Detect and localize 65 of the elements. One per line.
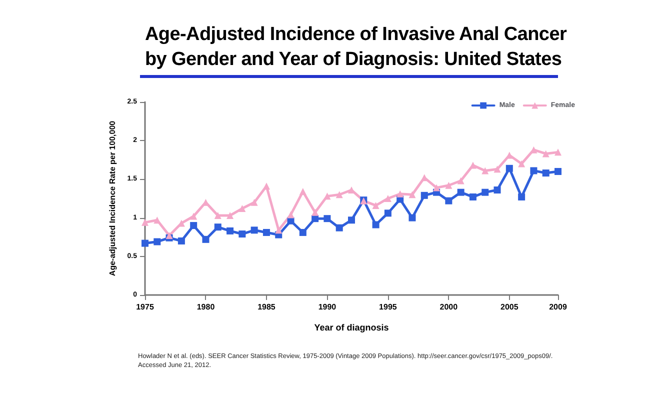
x-tick-label: 1975 (136, 302, 154, 312)
point (299, 228, 306, 236)
point (250, 198, 258, 206)
point (554, 148, 562, 156)
point (142, 240, 148, 247)
point (372, 221, 380, 228)
point (372, 202, 380, 209)
point (226, 212, 234, 219)
point (262, 228, 270, 236)
point (445, 182, 452, 189)
point (408, 191, 416, 198)
x-tick-label: 1990 (318, 302, 337, 312)
point (506, 164, 513, 172)
point (142, 218, 148, 226)
point (518, 160, 526, 168)
chart-title: Age-Adjusted Incidence of Invasive Anal Cancer by Gender and Year of Diagnosis: United States (145, 23, 567, 72)
point (348, 216, 355, 224)
point (324, 192, 331, 200)
point (420, 174, 428, 182)
point (202, 236, 210, 243)
point (542, 150, 550, 158)
point (178, 237, 185, 244)
point (262, 182, 270, 190)
x-tick-label: 1980 (196, 302, 216, 312)
point (445, 197, 452, 204)
x-tick-label: 1985 (258, 302, 276, 312)
point (384, 195, 392, 202)
x-tick-label: 1995 (379, 302, 398, 312)
point (494, 186, 501, 194)
point (238, 205, 246, 212)
point (287, 217, 294, 224)
point (469, 193, 476, 200)
point (238, 230, 246, 238)
point (214, 212, 222, 219)
point (287, 211, 294, 218)
point (457, 177, 464, 184)
point (554, 168, 562, 175)
point (336, 224, 343, 232)
point (482, 167, 489, 174)
point (420, 192, 428, 199)
point (226, 227, 234, 234)
x-tick-label: 2005 (500, 302, 519, 312)
point (494, 166, 501, 173)
point (214, 224, 222, 231)
point (250, 226, 258, 234)
point (154, 238, 161, 246)
point (482, 188, 489, 196)
point (190, 222, 198, 230)
point (384, 210, 392, 217)
point (299, 188, 306, 196)
x-tick-label: 2000 (440, 302, 458, 312)
point (324, 215, 331, 222)
point (190, 212, 198, 220)
point (542, 170, 550, 177)
point (336, 191, 343, 198)
point (312, 208, 319, 216)
x-tick-label: 2009 (549, 302, 568, 312)
point (457, 188, 464, 196)
point (518, 193, 526, 200)
point (530, 167, 538, 174)
point (396, 190, 404, 198)
point (408, 214, 416, 222)
point (433, 184, 440, 192)
y-axis-title: Age-adjusted Incidence Rate per 100,000 (108, 120, 117, 276)
x-axis-title: Year of diagnosis (314, 322, 389, 332)
